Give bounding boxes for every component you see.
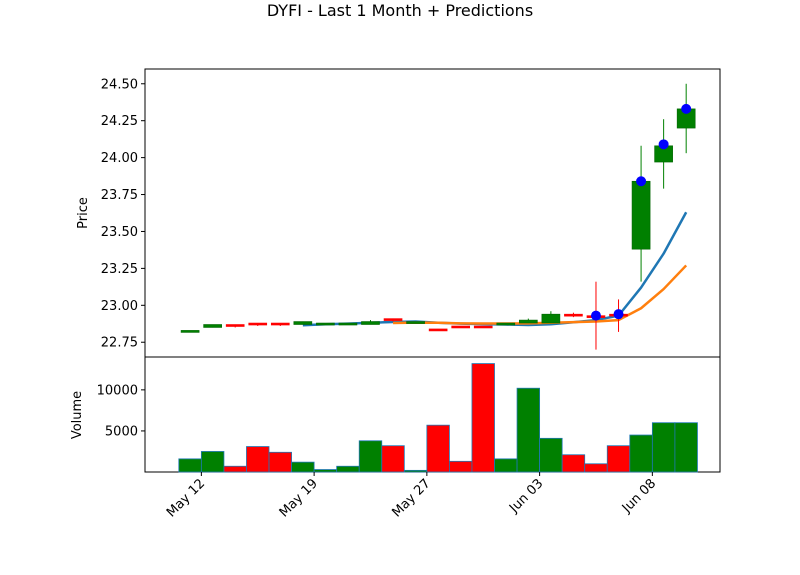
candle-body bbox=[248, 322, 268, 326]
volume-bar bbox=[336, 465, 360, 473]
price-y-tick-label: 22.75 bbox=[101, 336, 138, 351]
price-y-tick-label: 23.25 bbox=[101, 262, 138, 277]
volume-axis-label: Volume bbox=[70, 391, 85, 439]
candle-body bbox=[496, 322, 516, 326]
volume-bar bbox=[313, 469, 338, 473]
volume-y-tick-label: 5000 bbox=[105, 424, 138, 439]
volume-bar bbox=[516, 387, 541, 473]
price-y-tick-label: 24.25 bbox=[101, 114, 138, 129]
ma-short-line bbox=[302, 211, 688, 327]
candle-body bbox=[203, 324, 222, 328]
candle-body bbox=[541, 313, 561, 324]
candle-body bbox=[361, 321, 380, 325]
candle-body bbox=[338, 322, 358, 326]
x-tick-label: Jun 03 bbox=[506, 476, 546, 516]
price-y-tick-label: 23.00 bbox=[101, 299, 138, 314]
price-y-ticks: 22.75 23.00 23.25 23.50 23.75 24.00 24.25 24.50 bbox=[101, 77, 145, 351]
volume-y-ticks: 5000 10000 bbox=[97, 383, 145, 439]
volume-bar bbox=[358, 440, 383, 473]
volume-bar bbox=[606, 445, 631, 473]
volume-y-tick-label: 10000 bbox=[97, 383, 138, 398]
volume-bar bbox=[200, 451, 225, 473]
candle-body bbox=[428, 328, 448, 332]
volume-bar bbox=[223, 465, 247, 473]
volume-bar bbox=[651, 422, 676, 473]
price-y-tick-label: 24.50 bbox=[101, 77, 138, 92]
volume-bar bbox=[539, 437, 563, 473]
x-axis-ticks: May 12 May 19 May 27 Jun 03 Jun 08 bbox=[164, 472, 659, 520]
volume-bar bbox=[178, 458, 202, 473]
volume-bar bbox=[246, 446, 270, 473]
prediction-point bbox=[590, 310, 601, 321]
x-tick-label: Jun 08 bbox=[619, 476, 659, 516]
prediction-point bbox=[681, 103, 692, 114]
volume-bar bbox=[291, 461, 315, 473]
candle-body bbox=[270, 322, 290, 326]
candle-body bbox=[316, 322, 335, 326]
price-y-tick-label: 23.75 bbox=[101, 188, 138, 203]
volume-bar bbox=[403, 469, 428, 473]
volume-bar bbox=[471, 363, 495, 473]
volume-bar bbox=[381, 445, 405, 473]
candle-body bbox=[293, 321, 313, 325]
volume-bar bbox=[674, 422, 698, 473]
candle-body bbox=[406, 321, 425, 324]
candlesticks bbox=[180, 83, 696, 350]
prediction-point bbox=[613, 309, 624, 320]
volume-bar bbox=[449, 460, 473, 473]
x-tick-label: May 27 bbox=[389, 476, 433, 520]
volume-bar bbox=[561, 454, 586, 473]
volume-bar bbox=[426, 424, 450, 473]
prediction-point bbox=[636, 176, 647, 187]
x-tick-label: May 19 bbox=[277, 476, 321, 520]
price-y-tick-label: 24.00 bbox=[101, 151, 138, 166]
price-y-tick-label: 23.50 bbox=[101, 225, 138, 240]
candle-body bbox=[473, 325, 493, 329]
ma-long-line bbox=[393, 264, 688, 325]
candle-body bbox=[383, 318, 403, 321]
prediction-point bbox=[658, 139, 669, 150]
volume-bar bbox=[268, 451, 292, 473]
prediction-points bbox=[590, 103, 692, 321]
candle-body bbox=[225, 324, 245, 327]
price-axis-label: Price bbox=[76, 197, 91, 229]
volume-bar bbox=[494, 458, 518, 473]
x-tick-label: May 12 bbox=[164, 476, 208, 520]
candle-body bbox=[564, 313, 583, 317]
candle-body bbox=[180, 330, 200, 333]
moving-averages bbox=[302, 211, 688, 327]
candle-body bbox=[519, 319, 538, 324]
volume-bar bbox=[629, 434, 653, 473]
volume-bars bbox=[178, 363, 698, 473]
volume-bar bbox=[584, 463, 608, 473]
candle-body bbox=[631, 180, 651, 250]
chart-title: DYFI - Last 1 Month + Predictions bbox=[267, 1, 533, 20]
candle-body bbox=[451, 325, 471, 329]
